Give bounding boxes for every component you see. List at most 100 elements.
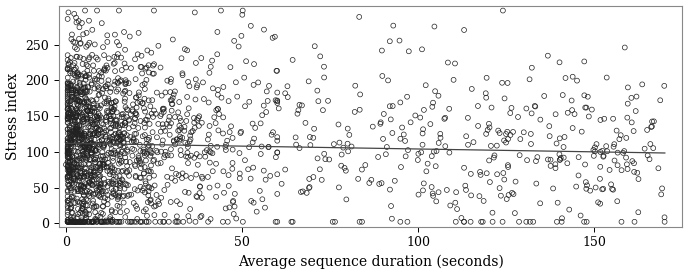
Point [70, 115, 81, 120]
Point [77, 117, 88, 122]
Point [380, 152, 391, 156]
Point [125, 34, 136, 39]
Point [506, 191, 517, 195]
Point [85, 106, 96, 110]
Point [75, 89, 86, 94]
Point [74, 200, 85, 205]
Point [76, 123, 87, 128]
Point [96, 91, 107, 95]
Point [75, 41, 86, 45]
Point [84, 146, 95, 150]
Point [105, 169, 116, 174]
Point [106, 125, 117, 130]
Point [421, 169, 432, 174]
Point [116, 133, 127, 137]
Point [89, 131, 100, 135]
Point [129, 132, 140, 136]
Point [76, 92, 87, 97]
Point [159, 188, 170, 192]
Point [563, 207, 574, 212]
Point [128, 138, 139, 142]
Point [65, 168, 76, 172]
Point [327, 219, 338, 224]
Point [64, 183, 75, 187]
Point [451, 207, 462, 211]
Point [109, 133, 120, 137]
Point [164, 90, 175, 94]
Point [94, 74, 105, 78]
Point [107, 209, 118, 214]
Point [67, 219, 78, 224]
Point [601, 144, 612, 148]
Point [63, 168, 74, 172]
Point [70, 219, 81, 224]
Point [142, 200, 153, 204]
Point [65, 219, 76, 224]
Point [125, 112, 136, 117]
Point [612, 163, 623, 167]
Point [78, 184, 89, 189]
Point [100, 196, 111, 200]
Point [70, 131, 81, 135]
Point [204, 185, 215, 190]
Point [319, 64, 330, 69]
Point [183, 191, 194, 195]
Point [191, 61, 202, 65]
Point [81, 143, 92, 148]
Point [86, 151, 97, 156]
Point [116, 115, 127, 119]
Point [581, 105, 592, 110]
Point [138, 149, 149, 154]
Point [164, 115, 175, 119]
Point [120, 182, 131, 186]
Point [111, 219, 122, 224]
Point [89, 173, 100, 177]
Point [557, 93, 568, 97]
Point [121, 183, 132, 187]
Point [69, 40, 80, 45]
Point [109, 148, 120, 153]
Point [63, 174, 74, 178]
Point [228, 199, 239, 203]
Point [100, 218, 111, 223]
Point [84, 162, 95, 167]
Point [212, 106, 223, 111]
Point [239, 158, 250, 162]
Point [80, 97, 92, 101]
Point [72, 71, 83, 76]
Point [513, 219, 524, 224]
Point [418, 181, 429, 186]
Point [147, 72, 158, 76]
Point [78, 32, 89, 37]
Point [647, 124, 658, 129]
Point [84, 40, 95, 45]
Point [264, 84, 275, 88]
Point [80, 88, 92, 93]
Point [138, 147, 149, 152]
Point [62, 75, 73, 80]
Point [80, 190, 91, 194]
Point [78, 85, 89, 90]
Point [95, 166, 106, 170]
Point [144, 148, 155, 152]
Point [102, 184, 113, 188]
Point [70, 165, 81, 170]
Point [106, 187, 117, 191]
Point [304, 135, 315, 139]
Point [116, 138, 127, 142]
Point [72, 207, 83, 211]
Point [175, 148, 186, 152]
Point [579, 219, 590, 224]
Point [87, 28, 98, 32]
Point [235, 176, 246, 180]
Point [67, 72, 78, 76]
Point [89, 106, 100, 110]
Point [89, 137, 100, 142]
Point [440, 144, 451, 148]
Point [503, 193, 514, 197]
Point [78, 57, 89, 61]
Point [131, 204, 142, 208]
Point [139, 151, 150, 155]
Point [609, 158, 620, 163]
Point [70, 201, 81, 205]
